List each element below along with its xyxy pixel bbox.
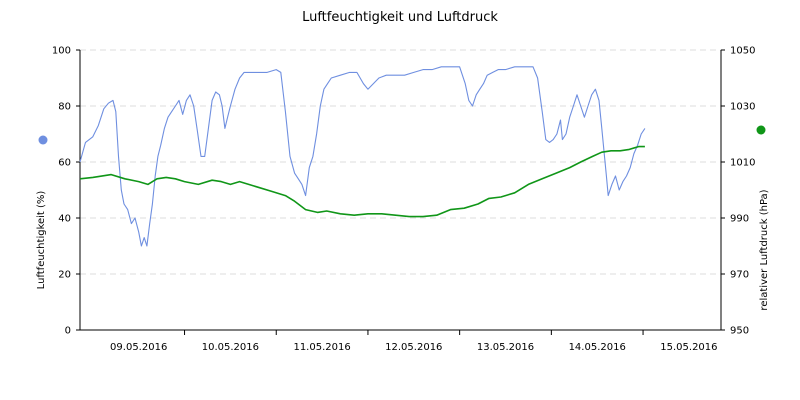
grid-lines: [80, 49, 721, 275]
y-left-tick-label: 40: [58, 214, 71, 225]
y-left-axis-title: Luftfeuchtigkeit (%): [36, 191, 47, 290]
y-left-series-marker: [38, 135, 48, 145]
y-left-tick-label: 80: [58, 102, 71, 113]
y-right-axis-title: relativer Luftdruck (hPa): [759, 189, 770, 310]
x-tick-label: 12.05.2016: [385, 342, 442, 353]
axes: [76, 49, 725, 335]
series-line-right: [79, 145, 645, 218]
y-left-tick-label: 100: [52, 46, 71, 57]
y-right-tick-label: 990: [730, 214, 749, 225]
x-tick-label: 14.05.2016: [569, 342, 626, 353]
y-right-tick-label: 1050: [730, 46, 755, 57]
series-line-left: [79, 66, 646, 247]
x-tick-label: 11.05.2016: [293, 342, 350, 353]
y-left-tick-label: 0: [65, 326, 71, 337]
series-lines: [79, 66, 646, 247]
chart-title: Luftfeuchtigkeit und Luftdruck: [302, 10, 498, 25]
x-tick-label: 09.05.2016: [110, 342, 167, 353]
y-right-tick-label: 950: [730, 326, 749, 337]
y-right-tick-label: 1010: [730, 158, 755, 169]
x-tick-label: 10.05.2016: [202, 342, 259, 353]
y-left-tick-label: 60: [58, 158, 71, 169]
y-left-tick-label: 20: [58, 270, 71, 281]
x-tick-label: 13.05.2016: [477, 342, 534, 353]
tick-labels: 0 20 40 60 80 100 950 970 990 1010 1030 1050 09.05.2…: [52, 46, 756, 354]
y-right-tick-label: 970: [730, 270, 749, 281]
x-tick-label: 15.05.2016: [660, 342, 717, 353]
y-right-series-marker: [756, 125, 766, 135]
y-right-tick-label: 1030: [730, 102, 755, 113]
